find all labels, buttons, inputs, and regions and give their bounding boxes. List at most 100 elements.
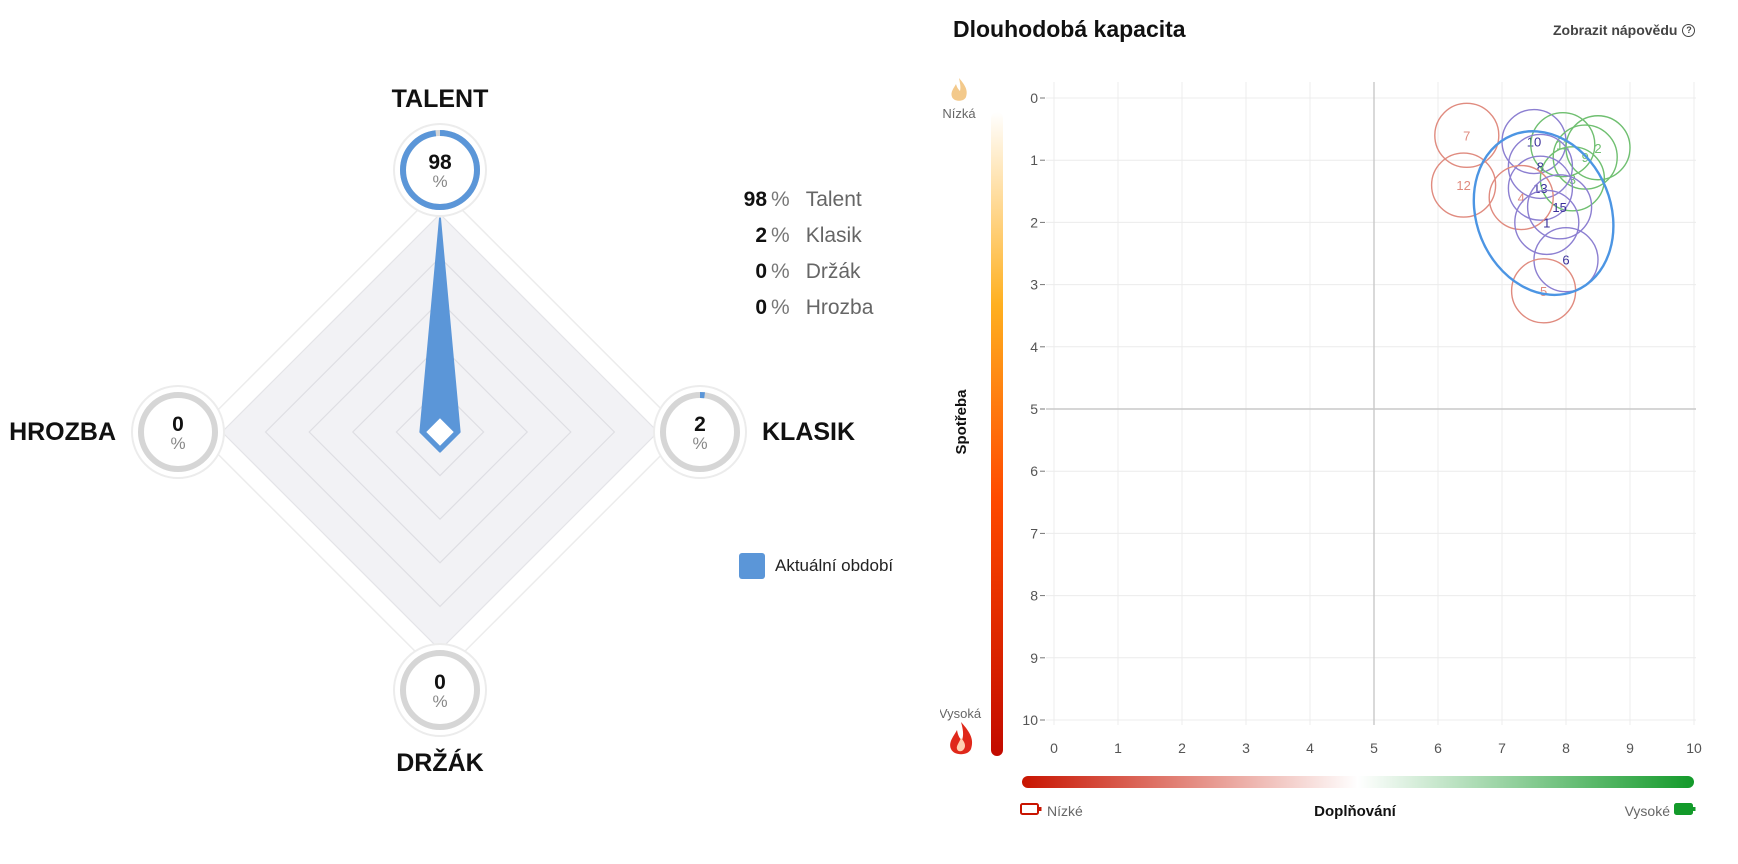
- legend-unit: %: [771, 296, 790, 319]
- x-low-label: Nízké: [1047, 803, 1083, 819]
- x-high-label: Vysoké: [1625, 803, 1671, 819]
- gauge-drzak[interactable]: 0%: [393, 643, 487, 737]
- x-tick-label: 2: [1178, 740, 1186, 756]
- data-point-circle: [1430, 152, 1497, 218]
- data-point-label: 7: [1463, 128, 1470, 143]
- legend-value: 2: [755, 224, 767, 247]
- gauge-hrozba[interactable]: 0%: [131, 385, 225, 479]
- radar-grid-ring: [395, 387, 485, 477]
- gauge-unit: %: [692, 434, 707, 453]
- gauge-value: 0: [172, 413, 184, 436]
- y-tick-label: 8: [1030, 588, 1038, 604]
- legend-label: Klasik: [805, 224, 862, 247]
- data-point-9[interactable]: 9: [1552, 124, 1618, 190]
- data-point-circle: [1539, 146, 1606, 212]
- y-tick-label: 9: [1030, 650, 1038, 666]
- gauge-value: 98: [428, 151, 452, 174]
- data-point-label: 1: [1543, 215, 1550, 230]
- data-point-circle: [1514, 189, 1580, 256]
- data-point-label: 2: [1594, 141, 1601, 156]
- data-point-4[interactable]: 4: [1488, 164, 1554, 231]
- radar-series-area[interactable]: [419, 217, 461, 453]
- legend-row-klasik: 2% Klasik: [739, 222, 873, 258]
- data-point-12[interactable]: 12: [1430, 152, 1497, 218]
- axis-label-hrozba: HROZBA: [9, 418, 116, 446]
- data-point-15[interactable]: 15: [1526, 174, 1593, 240]
- x-tick-label: 9: [1626, 740, 1634, 756]
- replenishment-gradient-bar: [1022, 776, 1694, 788]
- legend-row-hrozba: 0% Hrozba: [739, 294, 873, 330]
- axis-label-drzak: DRŽÁK: [396, 747, 484, 777]
- legend-row-drzak: 0% Držák: [739, 258, 873, 294]
- battery-full-icon: [1674, 803, 1696, 815]
- series-legend[interactable]: Aktuální období: [739, 553, 893, 579]
- axis-label-talent: TALENT: [392, 85, 489, 113]
- radar-panel: 98% TALENT 2% KLASIK 0% DRŽÁK 0% HROZBA: [9, 85, 855, 777]
- x-tick-label: 1: [1114, 740, 1122, 756]
- data-point-1[interactable]: 1: [1514, 189, 1580, 256]
- legend-unit: %: [771, 188, 790, 211]
- legend-row-talent: 98% Talent: [739, 186, 873, 222]
- data-point-circle: [1434, 102, 1500, 169]
- x-tick-label: 0: [1050, 740, 1058, 756]
- y-tick-label: 5: [1030, 401, 1038, 417]
- gauge-value: 2: [694, 413, 706, 436]
- data-point-label: 15: [1552, 200, 1566, 215]
- data-point-7[interactable]: 7: [1434, 102, 1500, 169]
- question-circle-icon: ?: [1682, 23, 1696, 37]
- y-tick-label: 4: [1030, 339, 1038, 355]
- radar-chart: 98% TALENT 2% KLASIK 0% DRŽÁK 0% HROZBA: [9, 85, 855, 777]
- scatter-panel: 0 1 2 3 4 5 6 7 8 9 10 0 1 2 3 4 5 6 7 8 9 10 Spotřeba Nízká Vys…: [939, 0, 1738, 859]
- y-tick-label: 10: [1022, 712, 1038, 728]
- gauge-progress: [400, 130, 480, 210]
- legend-value: 98: [743, 188, 767, 211]
- gauge-klasik[interactable]: 2%: [653, 385, 747, 479]
- radar-value-legend: 98% Talent 2% Klasik 0% Držák 0% Hrozba: [739, 186, 874, 330]
- help-link[interactable]: Zobrazit nápovědu ?: [1553, 22, 1696, 38]
- radar-grid-ring: [308, 300, 572, 564]
- gauge-talent[interactable]: 98%: [393, 123, 487, 217]
- data-point-label: 9: [1582, 150, 1589, 165]
- help-link-label: Zobrazit nápovědu: [1553, 22, 1678, 38]
- data-point-label: 6: [1562, 253, 1569, 268]
- legend-label: Talent: [805, 188, 862, 211]
- legend-label: Hrozba: [805, 296, 874, 319]
- data-point-circle: [1530, 111, 1596, 178]
- data-point-circle: [1507, 133, 1574, 200]
- x-tick-label: 7: [1498, 740, 1506, 756]
- data-point-3[interactable]: 3: [1539, 146, 1606, 212]
- data-point-circle: [1488, 164, 1554, 231]
- radar-grid-ring: [264, 256, 616, 608]
- data-point-circle: [1526, 174, 1593, 240]
- data-point-8[interactable]: 8: [1507, 133, 1574, 200]
- series-swatch: [739, 553, 765, 579]
- axis-label-klasik: KLASIK: [762, 418, 855, 446]
- y-tick-label: 2: [1030, 214, 1038, 230]
- battery-empty-icon: [1020, 803, 1042, 815]
- x-tick-label: 5: [1370, 740, 1378, 756]
- series-legend-label: Aktuální období: [775, 556, 894, 575]
- flame-large-icon: [950, 722, 973, 755]
- summary-ellipse[interactable]: [1450, 110, 1638, 316]
- y-tick-label: 7: [1030, 525, 1038, 541]
- gauge-unit: %: [432, 172, 447, 191]
- legend-label: Držák: [805, 260, 861, 283]
- panel-title: Dlouhodobá kapacita: [953, 16, 1186, 42]
- consumption-gradient-bar: [991, 112, 1003, 756]
- legend-value: 0: [755, 296, 767, 319]
- x-tick-label: 10: [1686, 740, 1702, 756]
- data-point-label: 8: [1537, 159, 1544, 174]
- data-point-label: 5: [1540, 284, 1547, 299]
- x-tick-label: 4: [1306, 740, 1314, 756]
- gauge-track: [138, 392, 218, 472]
- y-tick-label: 1: [1030, 152, 1038, 168]
- data-point-label: 13: [1533, 181, 1547, 196]
- x-axis-title: Doplňování: [1314, 803, 1396, 820]
- data-point-label: 4: [1518, 191, 1525, 206]
- gauge-unit: %: [170, 434, 185, 453]
- legend-unit: %: [771, 224, 790, 247]
- y-high-label: Vysoká: [940, 706, 982, 721]
- data-point-circle: [1552, 124, 1618, 190]
- legend-unit: %: [771, 260, 790, 283]
- y-tick-label: 0: [1030, 90, 1038, 106]
